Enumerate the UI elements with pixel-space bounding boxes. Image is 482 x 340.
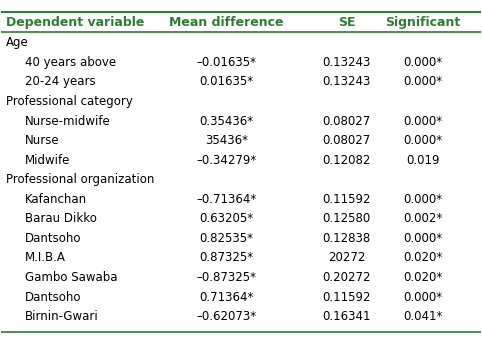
Text: 0.12580: 0.12580	[322, 212, 371, 225]
Text: Birnin-Gwari: Birnin-Gwari	[26, 310, 99, 323]
Text: 0.01635*: 0.01635*	[200, 75, 254, 88]
Text: 0.020*: 0.020*	[403, 252, 443, 265]
Text: 0.13243: 0.13243	[322, 56, 371, 69]
Text: 0.000*: 0.000*	[403, 193, 442, 206]
Text: 0.020*: 0.020*	[403, 271, 443, 284]
Text: 0.000*: 0.000*	[403, 56, 442, 69]
Text: 0.87325*: 0.87325*	[200, 252, 254, 265]
Text: 20272: 20272	[328, 252, 365, 265]
Text: Barau Dikko: Barau Dikko	[26, 212, 97, 225]
Text: Dantsoho: Dantsoho	[26, 232, 82, 245]
Text: 0.000*: 0.000*	[403, 75, 442, 88]
Text: 35436*: 35436*	[205, 134, 248, 147]
Text: 0.08027: 0.08027	[322, 115, 371, 128]
Text: 0.11592: 0.11592	[322, 193, 371, 206]
Text: Professional category: Professional category	[6, 95, 133, 108]
Text: 0.71364*: 0.71364*	[200, 291, 254, 304]
Text: 0.002*: 0.002*	[403, 212, 443, 225]
Text: 0.12838: 0.12838	[322, 232, 371, 245]
Text: Age: Age	[6, 36, 29, 49]
Text: 0.000*: 0.000*	[403, 134, 442, 147]
Text: 0.12082: 0.12082	[322, 154, 371, 167]
Text: Mean difference: Mean difference	[169, 16, 284, 29]
Text: 0.11592: 0.11592	[322, 291, 371, 304]
Text: M.I.B.A: M.I.B.A	[26, 252, 66, 265]
Text: SE: SE	[338, 16, 355, 29]
Text: Professional organization: Professional organization	[6, 173, 155, 186]
Text: Kafanchan: Kafanchan	[26, 193, 87, 206]
Text: Dependent variable: Dependent variable	[6, 16, 145, 29]
Text: –0.71364*: –0.71364*	[197, 193, 257, 206]
Text: 0.63205*: 0.63205*	[200, 212, 254, 225]
Text: 0.000*: 0.000*	[403, 115, 442, 128]
Text: Gambo Sawaba: Gambo Sawaba	[26, 271, 118, 284]
Text: 20-24 years: 20-24 years	[26, 75, 96, 88]
Text: Nurse: Nurse	[26, 134, 60, 147]
Text: 0.16341: 0.16341	[322, 310, 371, 323]
Text: 0.82535*: 0.82535*	[200, 232, 254, 245]
Text: 0.08027: 0.08027	[322, 134, 371, 147]
Text: Midwife: Midwife	[26, 154, 71, 167]
Text: 0.20272: 0.20272	[322, 271, 371, 284]
Text: 0.13243: 0.13243	[322, 75, 371, 88]
Text: Nurse-midwife: Nurse-midwife	[26, 115, 111, 128]
Text: –0.01635*: –0.01635*	[197, 56, 256, 69]
Text: 0.000*: 0.000*	[403, 291, 442, 304]
Text: –0.87325*: –0.87325*	[197, 271, 256, 284]
Text: 40 years above: 40 years above	[26, 56, 117, 69]
Text: Dantsoho: Dantsoho	[26, 291, 82, 304]
Text: –0.62073*: –0.62073*	[197, 310, 257, 323]
Text: 0.019: 0.019	[406, 154, 440, 167]
Text: 0.000*: 0.000*	[403, 232, 442, 245]
Text: –0.34279*: –0.34279*	[197, 154, 257, 167]
Text: 0.35436*: 0.35436*	[200, 115, 254, 128]
Text: 0.041*: 0.041*	[403, 310, 443, 323]
Text: Significant: Significant	[386, 16, 461, 29]
